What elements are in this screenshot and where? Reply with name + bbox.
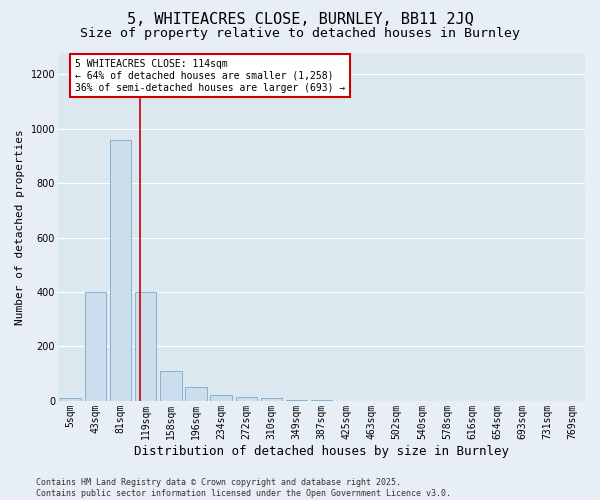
Text: Size of property relative to detached houses in Burnley: Size of property relative to detached ho… [80, 28, 520, 40]
Bar [135, 292, 157, 401]
Bar [185, 388, 206, 401]
Bar [260, 398, 282, 401]
Bar [110, 140, 131, 401]
Y-axis label: Number of detached properties: Number of detached properties [15, 129, 25, 324]
Text: Contains HM Land Registry data © Crown copyright and database right 2025.
Contai: Contains HM Land Registry data © Crown c… [36, 478, 451, 498]
Bar [211, 396, 232, 401]
Text: 5 WHITEACRES CLOSE: 114sqm
← 64% of detached houses are smaller (1,258)
36% of s: 5 WHITEACRES CLOSE: 114sqm ← 64% of deta… [75, 60, 345, 92]
Bar [85, 292, 106, 401]
Bar [60, 398, 81, 401]
Text: 5, WHITEACRES CLOSE, BURNLEY, BB11 2JQ: 5, WHITEACRES CLOSE, BURNLEY, BB11 2JQ [127, 12, 473, 28]
X-axis label: Distribution of detached houses by size in Burnley: Distribution of detached houses by size … [134, 444, 509, 458]
Bar [236, 397, 257, 401]
Bar [160, 371, 182, 401]
Bar [311, 400, 332, 401]
Bar [286, 400, 307, 401]
